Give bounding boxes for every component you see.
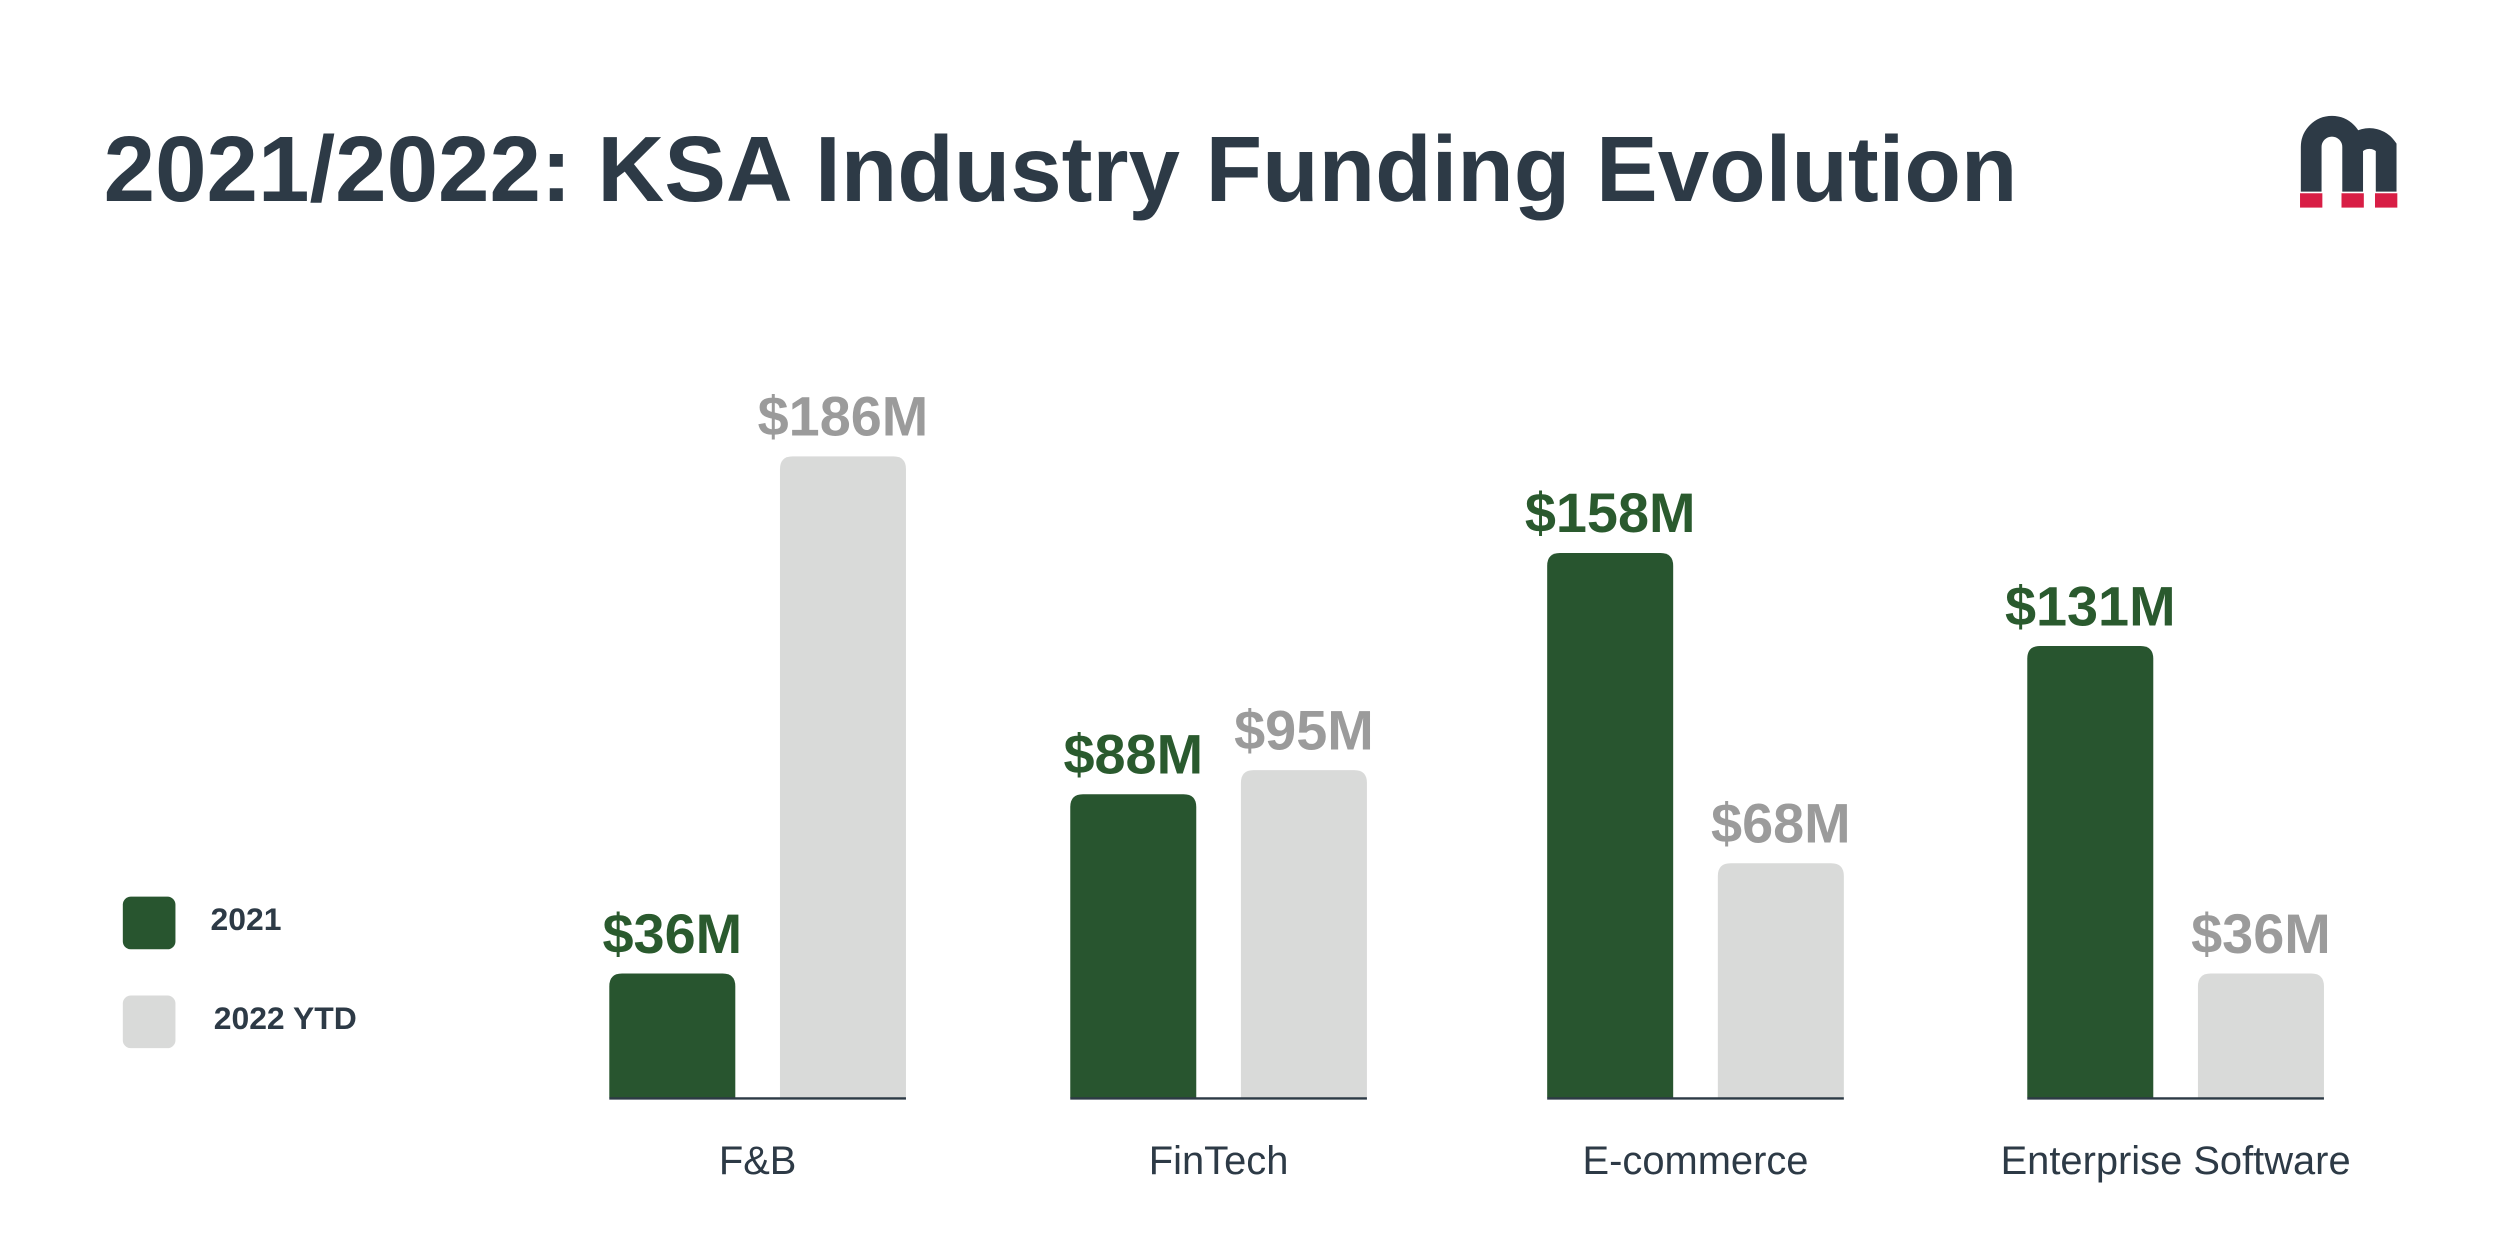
value-label: $88M	[1063, 723, 1203, 786]
x-tick-label: F&B	[719, 1139, 797, 1183]
bar	[1547, 552, 1674, 1098]
bar	[609, 973, 736, 1098]
value-label: $186M	[758, 385, 929, 448]
legend-label: 2021	[211, 901, 282, 937]
logo-mark	[2300, 115, 2397, 192]
legend-label: 2022 YTD	[214, 1000, 357, 1036]
bar	[2027, 646, 2154, 1098]
x-tick-label: FinTech	[1149, 1139, 1289, 1183]
value-label: $36M	[2191, 902, 2331, 965]
bar	[1240, 770, 1367, 1098]
value-label: $95M	[1234, 698, 1374, 761]
legend-swatch	[122, 896, 176, 950]
value-label: $36M	[602, 902, 742, 965]
value-label: $68M	[1711, 791, 1851, 854]
bar	[1070, 794, 1197, 1098]
bar	[2197, 973, 2324, 1098]
logo	[2300, 115, 2398, 208]
bar	[779, 456, 906, 1098]
chart-title: 2021/2022: KSA Industry Funding Evolutio…	[104, 117, 2018, 221]
logo-dash	[2374, 193, 2398, 208]
value-label: $131M	[2005, 574, 2176, 637]
legend-swatch	[122, 995, 176, 1049]
value-label: $158M	[1525, 481, 1696, 544]
bar	[1717, 863, 1844, 1098]
logo-dash	[2341, 193, 2364, 208]
x-tick-label: Enterprise Software	[2001, 1139, 2351, 1183]
x-tick-label: E-commerce	[1583, 1139, 1809, 1183]
logo-dash	[2300, 193, 2323, 208]
